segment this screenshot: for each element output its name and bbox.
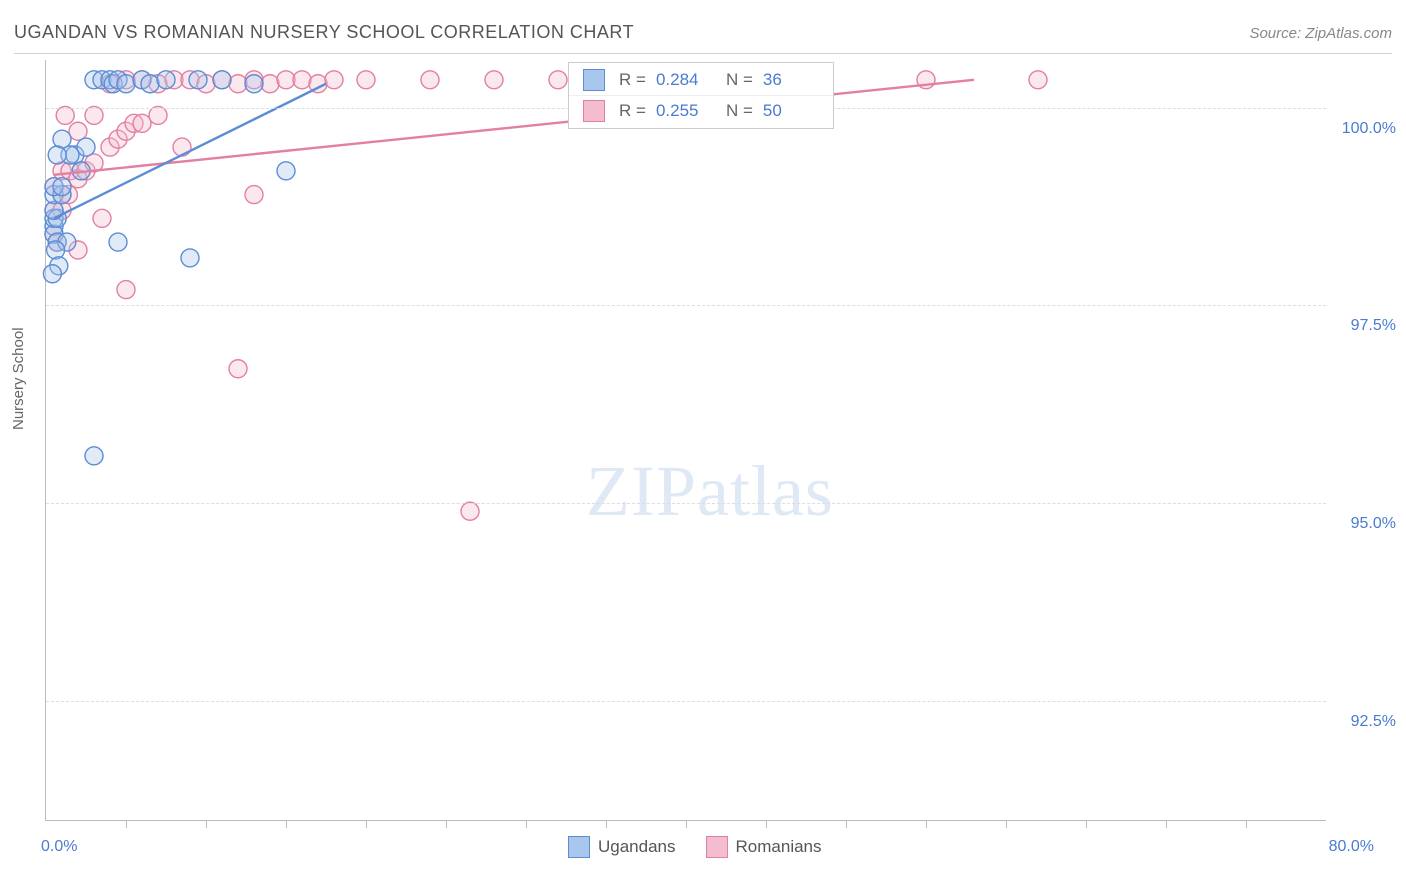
data-point — [53, 178, 71, 196]
data-point — [245, 75, 263, 93]
data-point — [461, 502, 479, 520]
gridline — [46, 305, 1326, 306]
y-tick-label: 95.0% — [1351, 515, 1396, 533]
swatch-romanians — [583, 100, 605, 122]
data-point — [173, 138, 191, 156]
legend-label-1: Romanians — [736, 837, 822, 857]
gridline — [46, 701, 1326, 702]
data-point — [189, 71, 207, 89]
data-point — [213, 71, 231, 89]
gridline — [46, 503, 1326, 504]
y-tick-label: 100.0% — [1342, 120, 1396, 138]
data-point — [421, 71, 439, 89]
data-point — [133, 114, 151, 132]
x-tick — [606, 820, 607, 828]
x-tick — [926, 820, 927, 828]
x-max-label: 80.0% — [1329, 838, 1374, 856]
data-point — [117, 75, 135, 93]
x-tick — [526, 820, 527, 828]
x-tick — [366, 820, 367, 828]
legend-stats-row-0: R = 0.284 N = 36 — [569, 65, 833, 95]
data-point — [485, 71, 503, 89]
x-tick — [846, 820, 847, 828]
data-point — [277, 162, 295, 180]
data-point — [277, 71, 295, 89]
r-val-1: 0.255 — [656, 101, 712, 121]
data-point — [1029, 71, 1047, 89]
n-label: N = — [726, 70, 753, 90]
legend-item-romanians: Romanians — [706, 836, 822, 858]
legend-series: Ugandans Romanians — [568, 836, 822, 858]
x-tick — [446, 820, 447, 828]
data-point — [43, 265, 61, 283]
legend-label-0: Ugandans — [598, 837, 676, 857]
legend-stats-row-1: R = 0.255 N = 50 — [569, 95, 833, 126]
data-point — [85, 106, 103, 124]
x-tick — [1086, 820, 1087, 828]
x-tick — [1006, 820, 1007, 828]
legend-item-ugandans: Ugandans — [568, 836, 676, 858]
chart-title: UGANDAN VS ROMANIAN NURSERY SCHOOL CORRE… — [14, 22, 634, 43]
legend-stats: R = 0.284 N = 36 R = 0.255 N = 50 — [568, 62, 834, 129]
r-label: R = — [619, 101, 646, 121]
y-axis-label: Nursery School — [10, 327, 27, 430]
swatch-romanians — [706, 836, 728, 858]
data-point — [549, 71, 567, 89]
y-tick-label: 97.5% — [1351, 317, 1396, 335]
r-val-0: 0.284 — [656, 70, 712, 90]
x-tick — [686, 820, 687, 828]
x-tick — [766, 820, 767, 828]
trend-line — [54, 80, 974, 175]
n-val-1: 50 — [763, 101, 819, 121]
data-point — [293, 71, 311, 89]
x-tick — [1166, 820, 1167, 828]
data-point — [48, 146, 66, 164]
data-point — [47, 241, 65, 259]
n-val-0: 36 — [763, 70, 819, 90]
data-point — [157, 71, 175, 89]
plot-area: ZIPatlas 92.5%95.0%97.5%100.0%0.0%80.0% — [45, 60, 1326, 821]
data-point — [56, 106, 74, 124]
x-tick — [206, 820, 207, 828]
data-point — [229, 360, 247, 378]
data-point — [181, 249, 199, 267]
x-tick — [286, 820, 287, 828]
data-point — [141, 75, 159, 93]
x-tick — [126, 820, 127, 828]
x-tick — [1246, 820, 1247, 828]
x-origin-label: 0.0% — [41, 838, 77, 856]
swatch-ugandans — [583, 69, 605, 91]
data-point — [77, 138, 95, 156]
data-point — [117, 281, 135, 299]
data-point — [149, 106, 167, 124]
data-point — [93, 209, 111, 227]
data-point — [245, 186, 263, 204]
data-point — [85, 447, 103, 465]
plot-svg — [46, 60, 1326, 820]
title-bar: UGANDAN VS ROMANIAN NURSERY SCHOOL CORRE… — [14, 22, 1392, 54]
data-point — [109, 233, 127, 251]
data-point — [357, 71, 375, 89]
r-label: R = — [619, 70, 646, 90]
data-point — [325, 71, 343, 89]
source-label: Source: ZipAtlas.com — [1249, 25, 1392, 42]
data-point — [261, 75, 279, 93]
n-label: N = — [726, 101, 753, 121]
swatch-ugandans — [568, 836, 590, 858]
y-tick-label: 92.5% — [1351, 713, 1396, 731]
